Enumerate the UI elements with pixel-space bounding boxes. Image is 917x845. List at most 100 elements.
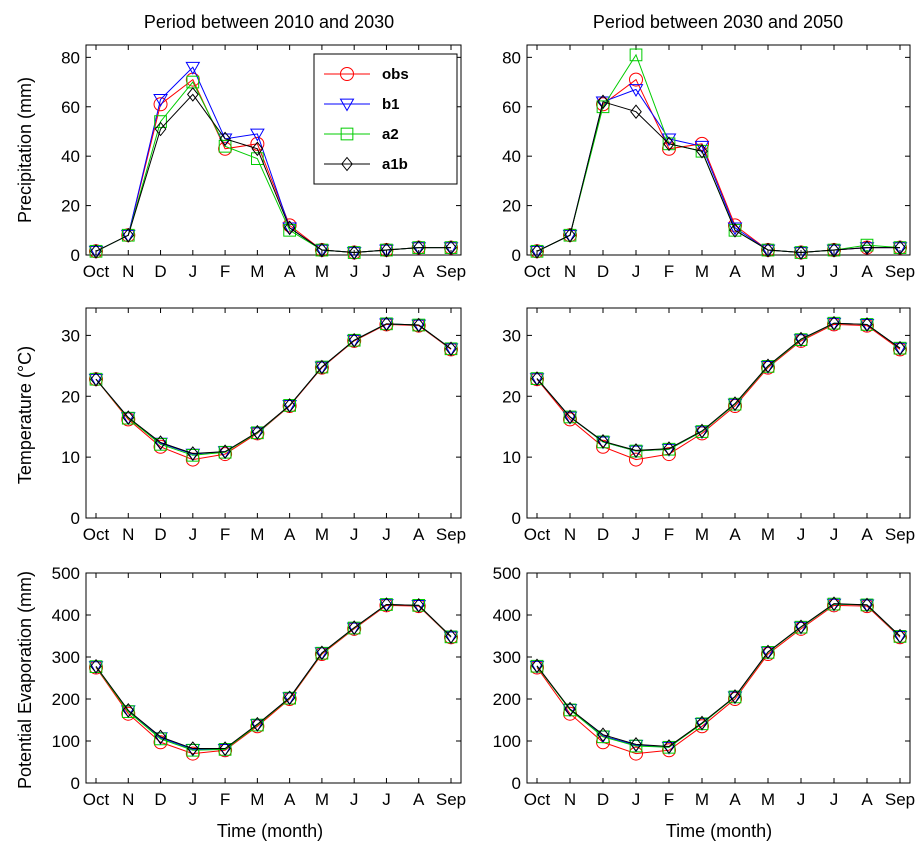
data-point-a1b bbox=[762, 358, 774, 374]
x-tick-label: J bbox=[830, 262, 839, 281]
data-point-a1b bbox=[630, 737, 642, 752]
x-tick-label: A bbox=[861, 262, 873, 281]
data-point-a1b bbox=[251, 716, 264, 732]
data-point-a1b bbox=[729, 689, 741, 704]
x-tick-label: M bbox=[315, 790, 329, 809]
x-tick-label: N bbox=[122, 262, 134, 281]
data-point-obs bbox=[695, 719, 709, 734]
series-obs bbox=[89, 598, 458, 761]
data-point-obs bbox=[596, 97, 610, 112]
y-tick-label: 300 bbox=[52, 648, 80, 667]
data-point-obs bbox=[695, 136, 709, 151]
series-line-obs bbox=[536, 323, 901, 461]
x-tick-label: J bbox=[830, 790, 839, 809]
data-point-b1 bbox=[379, 318, 394, 332]
data-point-b1 bbox=[826, 598, 842, 612]
series-line-obs bbox=[536, 604, 901, 755]
data-point-b1 bbox=[153, 93, 168, 107]
data-point-a1b bbox=[564, 227, 576, 243]
data-point-b1 bbox=[282, 400, 297, 413]
data-point-b1 bbox=[411, 242, 427, 256]
axes-box bbox=[85, 307, 462, 519]
data-point-a1b bbox=[186, 741, 199, 756]
data-point-obs bbox=[218, 447, 233, 462]
data-point-a1b bbox=[564, 409, 576, 425]
data-point-a1b bbox=[122, 410, 135, 425]
data-point-a1b bbox=[894, 340, 906, 356]
x-tick-label: J bbox=[350, 525, 359, 544]
x-tick-label: D bbox=[597, 790, 609, 809]
x-tick-label: A bbox=[729, 525, 741, 544]
data-point-a1b bbox=[348, 620, 361, 635]
data-point-a1b bbox=[531, 658, 543, 674]
data-point-a2 bbox=[596, 100, 610, 114]
data-point-b1 bbox=[314, 244, 330, 258]
data-point-a1b bbox=[445, 341, 457, 357]
series-a1b bbox=[90, 597, 457, 756]
x-tick-label: A bbox=[729, 262, 741, 281]
axes-box bbox=[526, 307, 911, 519]
data-point-a1b bbox=[316, 242, 328, 258]
data-point-a2 bbox=[860, 238, 874, 252]
x-tick-label: M bbox=[250, 262, 264, 281]
data-point-b1 bbox=[793, 247, 809, 261]
data-point-a1b bbox=[186, 87, 199, 102]
data-point-b1 bbox=[529, 245, 545, 259]
data-point-obs bbox=[282, 218, 297, 233]
y-tick-label: 300 bbox=[493, 648, 521, 667]
data-point-a1b bbox=[348, 245, 361, 260]
y-tick-label: 20 bbox=[61, 387, 80, 406]
series-line-obs bbox=[536, 78, 900, 254]
data-point-b1 bbox=[661, 133, 677, 147]
x-tick-label: J bbox=[189, 525, 198, 544]
x-tick-label: J bbox=[189, 262, 198, 281]
data-point-b1 bbox=[562, 704, 578, 718]
data-point-b1 bbox=[185, 61, 201, 75]
data-point-a1b bbox=[630, 443, 642, 458]
x-tick-label: Oct bbox=[524, 790, 551, 809]
data-point-b1 bbox=[628, 445, 644, 459]
data-point-a1b bbox=[445, 629, 457, 644]
series-a1b bbox=[531, 315, 906, 458]
legend-label-obs: obs bbox=[382, 66, 409, 83]
x-tick-label: A bbox=[284, 525, 296, 544]
data-point-obs bbox=[121, 706, 136, 721]
data-point-a2 bbox=[218, 139, 232, 153]
x-tick-label: F bbox=[664, 525, 674, 544]
data-point-a2 bbox=[251, 152, 264, 165]
x-tick-label: A bbox=[284, 262, 296, 281]
x-tick-label: N bbox=[122, 790, 134, 809]
data-point-b1 bbox=[529, 660, 545, 674]
data-point-b1 bbox=[760, 244, 776, 258]
series-obs bbox=[89, 317, 458, 467]
x-tick-label: D bbox=[154, 790, 166, 809]
x-tick-label: D bbox=[597, 262, 609, 281]
y-tick-label: 40 bbox=[502, 147, 521, 166]
legend-label-a2: a2 bbox=[382, 126, 399, 143]
data-point-a1b bbox=[380, 242, 393, 258]
legend-marker-a1b bbox=[341, 156, 353, 172]
y-tick-label: 200 bbox=[493, 690, 521, 709]
data-point-a1b bbox=[894, 240, 906, 255]
y-tick-label: 40 bbox=[61, 147, 80, 166]
data-point-b1 bbox=[760, 646, 776, 660]
ylabel-precipitation: Precipitation (mm) bbox=[15, 77, 35, 223]
data-point-a1b bbox=[90, 371, 102, 387]
data-point-a1b bbox=[531, 243, 543, 259]
data-point-a1b bbox=[283, 220, 296, 236]
data-point-b1 bbox=[88, 245, 104, 259]
series-line-obs bbox=[95, 604, 452, 755]
y-tick-label: 0 bbox=[512, 774, 521, 793]
data-point-b1 bbox=[411, 599, 427, 613]
data-point-a1b bbox=[348, 332, 361, 348]
legend: obs b1 a2 a1b bbox=[313, 53, 458, 185]
data-point-b1 bbox=[443, 242, 459, 256]
data-point-a1b bbox=[696, 715, 708, 731]
panel-r1-c1: 0 10 20 30 Oct N D J F M A M J J A Sep bbox=[502, 307, 915, 544]
data-point-a1b bbox=[795, 619, 807, 635]
x-tick-label: M bbox=[315, 525, 329, 544]
axes-box bbox=[526, 572, 911, 784]
x-tick-label: J bbox=[797, 525, 806, 544]
x-tick-label: D bbox=[597, 525, 609, 544]
